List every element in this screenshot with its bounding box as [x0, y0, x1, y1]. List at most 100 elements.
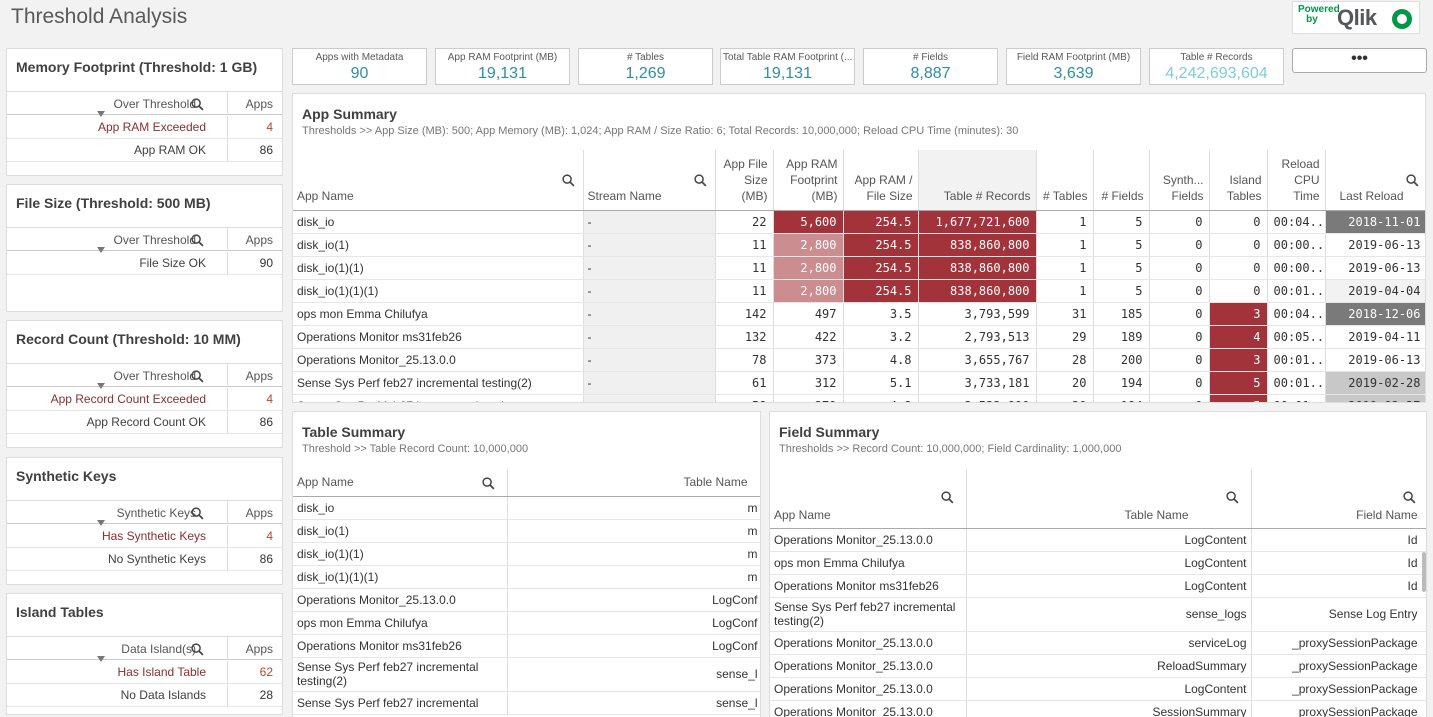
column-header[interactable]: Last Reload [1325, 150, 1425, 211]
kpi-card[interactable]: Field RAM Footprint (MB) 3,639 [1006, 48, 1141, 85]
column-header[interactable]: Table Name [507, 469, 760, 497]
table-row[interactable]: disk_io(1) m [293, 519, 760, 543]
filter-row[interactable]: No Synthetic Keys 86 [7, 548, 282, 571]
filter-row-label[interactable]: No Synthetic Keys [107, 552, 206, 566]
table-row[interactable]: ops mon Emma Chilufya LogContent Id [770, 551, 1426, 575]
table-row[interactable]: Operations Monitor ms31feb26-132 422 3.2 2,… [293, 325, 1425, 349]
table-row[interactable]: Operations Monitor_25.13.0.0-78 373 4.8 3,6… [293, 348, 1425, 372]
kpi-card[interactable]: # Fields 8,887 [863, 48, 998, 85]
table-row[interactable]: disk_io(1) -11 2,800 254.5 838,860,800 1 5 0 0 00… [293, 233, 1425, 257]
table-row[interactable]: Operations Monitor_25.13.0.0 SessionSumma… [770, 700, 1426, 717]
filter-row[interactable]: Has Island Table 62 [7, 661, 282, 684]
filter-measure-label[interactable]: Apps [227, 228, 282, 251]
column-header[interactable]: App Name [293, 469, 508, 497]
kpi-card[interactable]: Apps with Metadata 90 [292, 48, 427, 85]
column-header[interactable]: Island Tables [1209, 150, 1268, 211]
table-cell: 3,533,990 [918, 394, 1037, 402]
table-row[interactable]: Operations Monitor_25.13.0.0 LogContent Id [770, 528, 1426, 552]
kpi-card[interactable]: Table # Records 4,242,693,604 [1149, 48, 1284, 85]
filter-row[interactable]: Has Synthetic Keys 4 [7, 525, 282, 548]
filter-dimension-label[interactable]: Data Island(s) [121, 642, 196, 656]
filter-measure-label[interactable]: Apps [227, 92, 282, 115]
column-header[interactable]: # Fields [1093, 150, 1150, 211]
search-icon[interactable] [1402, 491, 1416, 504]
table-row[interactable]: Sense Sys Perf feb27 incremental testing… [770, 597, 1426, 632]
column-header[interactable]: App RAM Footprint (MB) [773, 150, 844, 211]
column-header[interactable]: Stream Name [583, 150, 716, 211]
search-icon[interactable] [481, 477, 495, 490]
more-options-button[interactable]: ••• [1292, 48, 1427, 73]
table-row[interactable]: disk_io(1)(1) -11 2,800 254.5 838,860,800 1 5 0… [293, 256, 1425, 280]
column-header[interactable]: Synth... Fields [1149, 150, 1210, 211]
table-row[interactable]: Operations Monitor_25.13.0.0 LogContent _p… [770, 677, 1426, 701]
kpi-card[interactable]: # Tables 1,269 [578, 48, 713, 85]
field-summary-scrollbar[interactable] [1422, 552, 1426, 592]
filter-dimension-label[interactable]: Synthetic Keys [116, 506, 196, 520]
column-header[interactable]: App File Size (MB) [715, 150, 774, 211]
filter-row[interactable]: App Record Count Exceeded 4 [7, 388, 282, 411]
filter-pane-header: Synthetic Keys Apps [7, 500, 282, 526]
table-row[interactable]: Operations Monitor ms31feb26 LogContent Id [770, 574, 1426, 598]
table-row[interactable]: ops mon Emma Chilufya -142 497 3.5 3,793,599… [293, 302, 1425, 326]
filter-row[interactable]: No Data Islands 28 [7, 684, 282, 707]
filter-row[interactable]: App RAM Exceeded 4 [7, 116, 282, 139]
kpi-label: Total Table RAM Footprint (... [723, 52, 853, 63]
table-row[interactable]: disk_io(1)(1)(1) m [293, 565, 760, 589]
search-icon[interactable] [191, 507, 204, 520]
filter-dimension-label[interactable]: Over Threshold [113, 233, 196, 247]
table-row[interactable]: disk_io m [293, 496, 760, 520]
filter-measure-label[interactable]: Apps [227, 501, 282, 524]
table-row[interactable]: Sense Sys Perf feb27 incremental testing… [293, 657, 760, 692]
column-header[interactable]: App Name [293, 150, 584, 211]
filter-row-label[interactable]: App RAM OK [133, 143, 206, 157]
filter-dimension-label[interactable]: Over Threshold [113, 97, 196, 111]
table-row[interactable]: Sense Sys Perf feb27 incremental sense_l [293, 691, 760, 715]
filter-row[interactable]: App RAM OK 86 [7, 139, 282, 162]
column-header[interactable]: Reload CPU Time [1267, 150, 1326, 211]
search-icon[interactable] [1405, 174, 1419, 187]
filter-row-label[interactable]: Has Island Table [117, 665, 207, 679]
search-icon[interactable] [561, 174, 575, 187]
table-row[interactable]: Operations Monitor_25.13.0.0 ReloadSummar… [770, 654, 1426, 678]
filter-measure-label[interactable]: Apps [227, 637, 282, 660]
kpi-card[interactable]: Total Table RAM Footprint (... 19,131 [720, 48, 855, 85]
table-cell: 61 [715, 371, 774, 395]
filter-row-label[interactable]: App Record Count Exceeded [50, 392, 206, 406]
kpi-card[interactable]: App RAM Footprint (MB) 19,131 [435, 48, 570, 85]
table-row[interactable]: disk_io -22 5,600 254.5 1,677,721,600 1 5 0 0 00:… [293, 210, 1425, 234]
table-row[interactable]: Operations Monitor_25.13.0.0 serviceLog _p… [770, 631, 1426, 655]
column-header[interactable]: Table Name [966, 469, 1252, 529]
filter-row-label[interactable]: File Size OK [139, 256, 206, 270]
table-row[interactable]: Sense Sys Perf feb27 incremental testing… [293, 371, 1425, 395]
table-row[interactable]: Operations Monitor ms31feb26 LogConf [293, 634, 760, 658]
filter-row-label[interactable]: App Record Count OK [86, 415, 206, 429]
filter-dimension-label[interactable]: Over Threshold [113, 369, 196, 383]
table-summary-subtitle: Threshold >> Table Record Count: 10,000,… [302, 443, 529, 455]
search-icon[interactable] [693, 174, 707, 187]
table-row[interactable]: ops mon Emma Chilufya LogConf [293, 611, 760, 635]
filter-row-label[interactable]: App RAM Exceeded [97, 120, 206, 134]
column-header[interactable]: App Name [770, 469, 967, 529]
filter-row-label[interactable]: Has Synthetic Keys [101, 529, 206, 543]
kpi-value: 1,269 [625, 65, 666, 82]
column-header[interactable]: App RAM / File Size [843, 150, 919, 211]
column-header[interactable]: Field Name [1251, 469, 1426, 529]
search-icon[interactable] [191, 234, 204, 247]
search-icon[interactable] [191, 370, 204, 383]
table-row[interactable]: Sense Sys Perf feb27 incremental testing… [293, 394, 1425, 402]
table-cell: 0 [1149, 302, 1210, 326]
search-icon[interactable] [191, 98, 204, 111]
filter-row-label[interactable]: No Data Islands [120, 688, 206, 702]
table-row[interactable]: disk_io(1)(1) m [293, 542, 760, 566]
table-row[interactable]: Operations Monitor_25.13.0.0 LogConf [293, 588, 760, 612]
filter-row[interactable]: App Record Count OK 86 [7, 411, 282, 434]
column-header[interactable]: # Tables [1036, 150, 1094, 211]
table-row[interactable]: disk_io(1)(1)(1) -11 2,800 254.5 838,860,800… [293, 279, 1425, 303]
column-header[interactable]: Table # Records [918, 150, 1037, 211]
search-icon[interactable] [191, 643, 204, 656]
search-icon[interactable] [1225, 491, 1239, 504]
filter-measure-label[interactable]: Apps [227, 364, 282, 387]
kpi-label: # Fields [912, 52, 948, 63]
search-icon[interactable] [940, 491, 954, 504]
filter-row[interactable]: File Size OK 90 [7, 252, 282, 275]
